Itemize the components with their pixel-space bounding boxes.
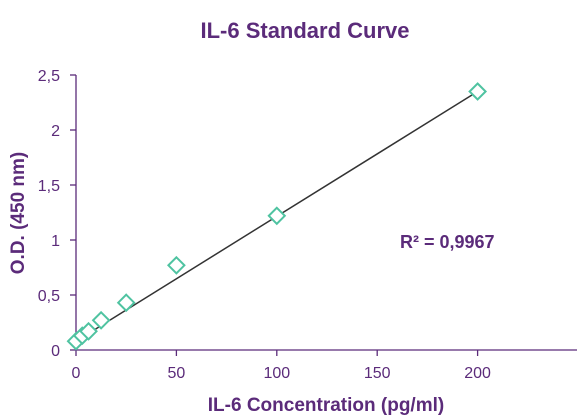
y-tick-label: 2 bbox=[51, 123, 60, 140]
r-squared-annotation: R² = 0,9967 bbox=[400, 232, 495, 252]
y-axis bbox=[70, 74, 77, 351]
x-tick-label: 100 bbox=[263, 365, 290, 382]
x-tick-label: 200 bbox=[464, 365, 491, 382]
x-tick-label: 150 bbox=[364, 365, 391, 382]
data-point bbox=[91, 310, 111, 330]
y-axis-label: O.D. (450 nm) bbox=[8, 152, 29, 274]
y-tick-label: 2,5 bbox=[38, 68, 60, 85]
x-tick-labels: 0 50 100 150 200 bbox=[72, 365, 491, 382]
y-tick-label: 1 bbox=[51, 233, 60, 250]
chart-title: IL-6 Standard Curve bbox=[200, 18, 409, 43]
x-axis-label: IL-6 Concentration (pg/ml) bbox=[208, 395, 444, 416]
y-tick-label: 0,5 bbox=[38, 288, 60, 305]
data-point bbox=[116, 293, 136, 313]
data-point bbox=[166, 255, 186, 275]
y-tick-label: 0 bbox=[51, 343, 60, 360]
x-tick-label: 50 bbox=[168, 365, 186, 382]
data-point bbox=[79, 321, 98, 341]
data-point bbox=[468, 82, 488, 101]
x-tick-label: 0 bbox=[72, 365, 81, 382]
data-points bbox=[66, 82, 488, 351]
data-point bbox=[267, 206, 287, 226]
y-tick-label: 1,5 bbox=[38, 178, 60, 195]
y-tick-labels: 0 0,5 1 1,5 2 2,5 bbox=[38, 68, 60, 360]
x-axis bbox=[75, 349, 577, 356]
